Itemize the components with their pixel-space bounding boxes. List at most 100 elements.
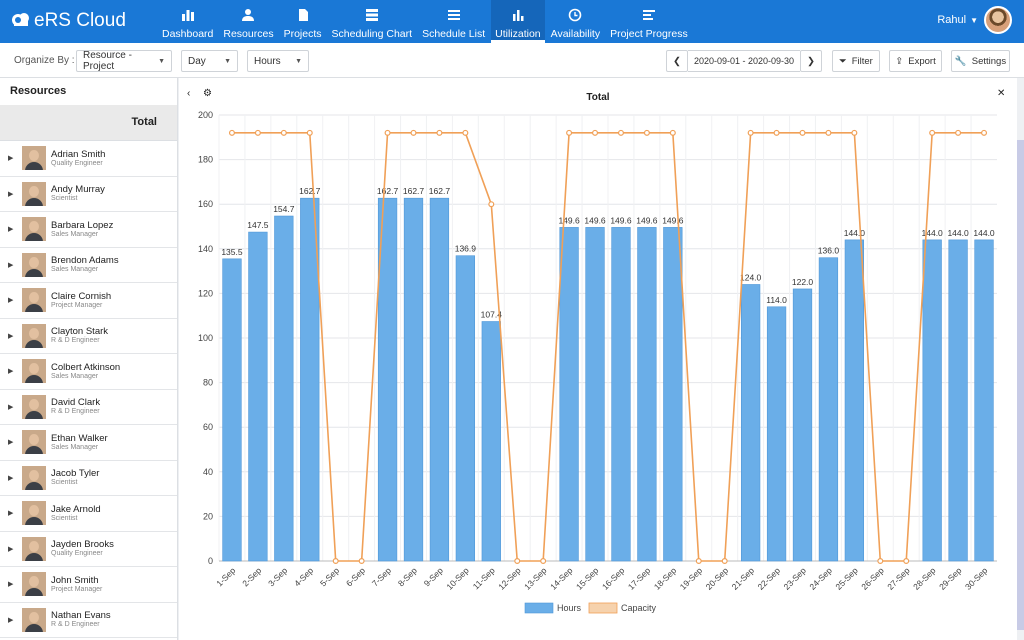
resource-name: Brendon Adams bbox=[51, 255, 119, 267]
capacity-line bbox=[231, 132, 985, 562]
expand-triangle-icon[interactable]: ▶ bbox=[8, 332, 14, 340]
prev-range-button[interactable]: ❮ bbox=[666, 50, 688, 72]
expand-triangle-icon[interactable]: ▶ bbox=[8, 439, 14, 447]
bar-value-label: 144.0 bbox=[844, 228, 866, 238]
export-button[interactable]: ⇪ Export bbox=[889, 50, 942, 72]
resource-role: Scientist bbox=[51, 479, 78, 487]
x-tick-label: 12-Sep bbox=[496, 565, 523, 592]
total-row[interactable]: Total bbox=[0, 105, 177, 141]
unit-dropdown[interactable]: Hours ▼ bbox=[247, 50, 309, 72]
nav-utilization[interactable]: Utilization bbox=[491, 0, 545, 43]
bar-value-label: 136.0 bbox=[818, 246, 840, 256]
bar bbox=[455, 255, 476, 562]
period-value: Day bbox=[188, 55, 206, 67]
bar bbox=[740, 284, 761, 562]
resource-row[interactable]: ▶ David Clark R & D Engineer bbox=[0, 390, 177, 425]
bar bbox=[248, 231, 268, 562]
bar bbox=[274, 215, 294, 562]
bar bbox=[663, 227, 683, 562]
nav-project-progress[interactable]: Project Progress bbox=[606, 0, 692, 43]
expand-triangle-icon[interactable]: ▶ bbox=[8, 616, 14, 624]
avatar bbox=[22, 607, 46, 632]
top-navbar: eRS Cloud Dashboard Resources Projects Sche… bbox=[0, 0, 1024, 43]
resource-role: Sales Manager bbox=[51, 372, 99, 380]
bar-value-label: 162.7 bbox=[299, 186, 321, 196]
resource-row[interactable]: ▶ Brendon Adams Sales Manager bbox=[0, 248, 177, 283]
resource-row[interactable]: ▶ Colbert Atkinson Sales Manager bbox=[0, 354, 177, 390]
bar-value-label: 149.6 bbox=[558, 215, 580, 225]
capacity-point bbox=[721, 558, 728, 565]
capacity-point bbox=[280, 129, 287, 136]
expand-triangle-icon[interactable]: ▶ bbox=[8, 155, 14, 163]
bar-value-label: 122.0 bbox=[792, 277, 814, 287]
x-tick-label: 22-Sep bbox=[756, 565, 783, 592]
capacity-point bbox=[851, 129, 858, 136]
organize-dropdown[interactable]: Resource - Project ▼ bbox=[76, 50, 172, 72]
bar-value-label: 124.0 bbox=[740, 272, 762, 282]
resource-row[interactable]: ▶ Claire Cornish Project Manager bbox=[0, 283, 177, 319]
x-tick-label: 24-Sep bbox=[807, 565, 834, 592]
resource-row[interactable]: ▶ Barbara Lopez Sales Manager bbox=[0, 212, 177, 248]
nav-projects[interactable]: Projects bbox=[280, 0, 326, 43]
y-tick-label: 140 bbox=[198, 244, 213, 254]
nav-schedule-list[interactable]: Schedule List bbox=[418, 0, 489, 43]
resource-row[interactable]: ▶ Clayton Stark R & D Engineer bbox=[0, 319, 177, 354]
x-tick-label: 13-Sep bbox=[522, 565, 549, 592]
bar bbox=[922, 239, 942, 562]
chart-panel: ‹ ⚙ Total ✕ 0 20 40 60 80 100 120 140 160 180 200 1… bbox=[179, 78, 1017, 640]
x-tick-label: 21-Sep bbox=[730, 565, 757, 592]
nav-label: Project Progress bbox=[610, 28, 688, 40]
bar bbox=[948, 239, 968, 562]
expand-triangle-icon[interactable]: ▶ bbox=[8, 297, 14, 305]
date-range-field[interactable]: 2020-09-01 - 2020-09-30 bbox=[688, 50, 800, 72]
capacity-point bbox=[488, 201, 495, 208]
toolbar: Organize By : Resource - Project ▼ Day ▼ H… bbox=[0, 43, 1024, 78]
resource-row[interactable]: ▶ Jacob Tyler Scientist bbox=[0, 461, 177, 496]
nav-scheduling-chart[interactable]: Scheduling Chart bbox=[328, 0, 417, 43]
settings-button[interactable]: 🔧 Settings bbox=[951, 50, 1010, 72]
resource-name: Nathan Evans bbox=[51, 610, 111, 622]
bar-value-label: 107.4 bbox=[481, 309, 503, 319]
expand-triangle-icon[interactable]: ▶ bbox=[8, 190, 14, 198]
resource-row[interactable]: ▶ Jake Arnold Scientist bbox=[0, 496, 177, 532]
expand-triangle-icon[interactable]: ▶ bbox=[8, 261, 14, 269]
y-tick-label: 160 bbox=[198, 199, 213, 209]
avatar[interactable] bbox=[984, 6, 1012, 34]
bar bbox=[559, 227, 579, 562]
resource-role: Project Manager bbox=[51, 301, 103, 309]
nav-resources[interactable]: Resources bbox=[219, 0, 277, 43]
resource-row[interactable]: ▶ Andy Murray Scientist bbox=[0, 177, 177, 212]
bar-value-label: 135.5 bbox=[221, 247, 243, 257]
resource-row[interactable]: ▶ Adrian Smith Quality Engineer bbox=[0, 141, 177, 177]
filter-button[interactable]: ⏷ Filter bbox=[832, 50, 880, 72]
user-menu[interactable]: Rahul ▼ bbox=[937, 6, 1012, 34]
capacity-point bbox=[410, 129, 417, 136]
expand-triangle-icon[interactable]: ▶ bbox=[8, 226, 14, 234]
app-logo[interactable]: eRS Cloud bbox=[10, 8, 126, 34]
next-range-button[interactable]: ❯ bbox=[800, 50, 822, 72]
scrollbar[interactable] bbox=[1017, 140, 1024, 630]
avatar bbox=[22, 217, 46, 242]
expand-triangle-icon[interactable]: ▶ bbox=[8, 510, 14, 518]
x-tick-label: 2-Sep bbox=[240, 565, 263, 588]
collapse-icon[interactable]: ‹ bbox=[187, 88, 191, 99]
progress-icon bbox=[642, 8, 656, 28]
nav-availability[interactable]: Availability bbox=[547, 0, 604, 43]
expand-triangle-icon[interactable]: ▶ bbox=[8, 545, 14, 553]
resource-row[interactable]: ▶ Ethan Walker Sales Manager bbox=[0, 425, 177, 461]
expand-triangle-icon[interactable]: ▶ bbox=[8, 474, 14, 482]
gear-icon[interactable]: ⚙ bbox=[203, 88, 212, 99]
avatar bbox=[22, 323, 46, 348]
organize-label: Organize By : bbox=[14, 55, 75, 66]
nav-dashboard[interactable]: Dashboard bbox=[158, 0, 217, 43]
expand-triangle-icon[interactable]: ▶ bbox=[8, 581, 14, 589]
expand-triangle-icon[interactable]: ▶ bbox=[8, 368, 14, 376]
close-icon[interactable]: ✕ bbox=[997, 88, 1006, 99]
period-dropdown[interactable]: Day ▼ bbox=[181, 50, 238, 72]
resource-row[interactable]: ▶ Nathan Evans R & D Engineer bbox=[0, 603, 177, 638]
bar-value-label: 154.7 bbox=[273, 204, 295, 214]
resource-row[interactable]: ▶ Jayden Brooks Quality Engineer bbox=[0, 532, 177, 567]
expand-triangle-icon[interactable]: ▶ bbox=[8, 403, 14, 411]
caret-down-icon: ▼ bbox=[295, 57, 302, 65]
resource-row[interactable]: ▶ John Smith Project Manager bbox=[0, 567, 177, 603]
